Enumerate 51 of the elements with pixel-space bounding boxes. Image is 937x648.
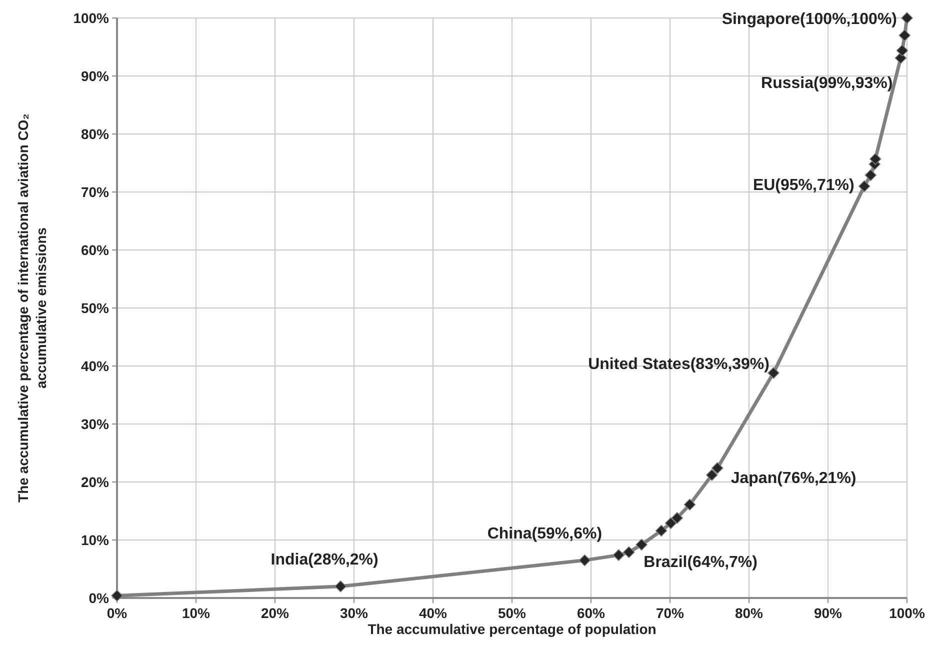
point <box>706 469 718 481</box>
y-tick-label: 50% <box>80 300 110 316</box>
y-tick-label: 10% <box>80 532 110 548</box>
x-tick-label: 100% <box>889 605 926 621</box>
annotation: China(59%,6%) <box>487 525 602 542</box>
annotation: Brazil(64%,7%) <box>644 554 758 572</box>
x-axis-title: The accumulative percentage of population <box>368 621 656 637</box>
point <box>864 169 877 182</box>
y-axis-title: The accumulative percentage of international aviation CO₂ accumulative emissions <box>15 114 49 502</box>
annotation: Singapore(100%,100%) <box>722 11 897 28</box>
annotation: Japan(76%,21%) <box>730 470 856 488</box>
point <box>870 153 882 165</box>
x-tick-label: 40% <box>418 605 448 621</box>
y-tick-label: 100% <box>73 10 110 26</box>
annotation: India(28%,2%) <box>270 551 378 568</box>
point <box>655 524 668 537</box>
point <box>334 580 346 592</box>
point <box>896 44 908 56</box>
annotation: United States(83%,39%) <box>588 356 770 373</box>
x-tick-label: 0% <box>106 605 128 621</box>
point <box>671 512 684 524</box>
y-tick-label: 80% <box>80 126 110 142</box>
point <box>578 554 591 566</box>
y-tick-label: 30% <box>80 416 110 432</box>
point <box>684 498 696 511</box>
point <box>111 590 123 602</box>
x-tick-label: 50% <box>498 605 527 621</box>
y-tick-label: 70% <box>80 184 110 200</box>
point <box>612 549 625 561</box>
x-tick-label: 20% <box>260 605 290 621</box>
y-tick-label: 20% <box>80 474 110 490</box>
point <box>623 546 635 558</box>
point <box>664 517 677 530</box>
x-tick-label: 80% <box>734 605 764 621</box>
y-tick-label: 0% <box>88 590 110 606</box>
point <box>768 367 780 379</box>
x-tick-label: 90% <box>814 605 843 621</box>
x-tick-label: 10% <box>182 605 211 621</box>
x-tick-label: 30% <box>340 605 369 621</box>
x-tick-label: 60% <box>576 605 606 621</box>
point <box>901 12 913 24</box>
y-tick-label: 40% <box>80 358 110 374</box>
annotation: Russia(99%,93%) <box>761 75 893 92</box>
y-tick-label: 60% <box>80 242 110 258</box>
x-tick-label: 70% <box>656 605 685 621</box>
annotation: EU(95%,71%) <box>752 177 854 194</box>
point <box>712 462 724 474</box>
point <box>636 538 648 551</box>
y-tick-label: 90% <box>80 68 110 84</box>
point <box>898 30 911 42</box>
point <box>858 180 870 192</box>
